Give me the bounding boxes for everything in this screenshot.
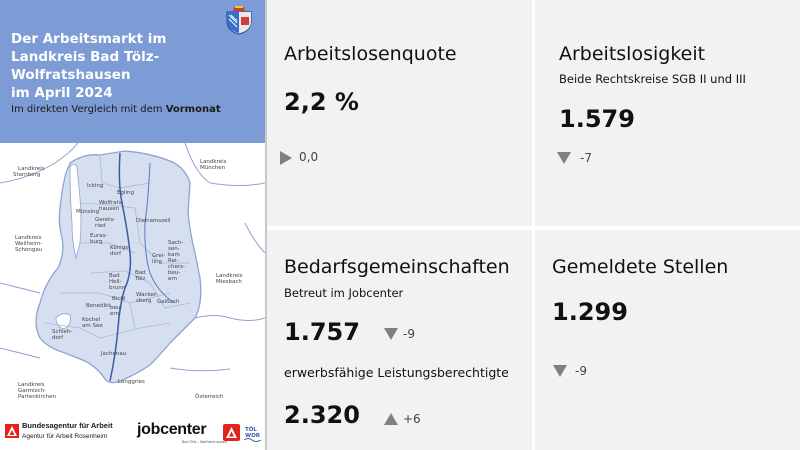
label-oesterreich: Österreich [195,393,224,400]
tile-delta: -7 [580,151,592,165]
label-wackersberg: Wacker-sberg [136,292,158,304]
tile-bedarfsgemeinschaften: Bedarfsgemeinschaften Betreut im Jobcent… [267,230,532,450]
crest-icon [226,6,252,35]
label-koenigsdorf: Königs-dorf [110,245,130,257]
footer-logos [0,415,265,450]
label-egling: Egling [117,190,134,196]
label-eurasburg: Euras-burg [90,233,107,245]
ba-agency: Agentur für Arbeit Rosenheim [22,433,108,440]
label-wolfratshausen: Wolfrats-hausen [99,200,124,212]
triangle-up-icon [384,413,398,425]
jobcenter-wordmark: jobcenter [137,421,207,438]
label-benediktbeuern-short: beu-ern [110,305,122,317]
tile-title: Arbeitslosenquote [284,43,457,65]
label-kochel: Kochel am See [82,317,103,329]
tile-value: 2,2 % [284,88,359,116]
title-line: Der Arbeitsmarkt im [11,31,167,47]
label-bichl: Bichl [112,296,126,302]
label-lk-weilheim: Landkreis Weilheim-Schongau [15,235,42,253]
label-lenggries: Lenggries [118,379,145,385]
subtitle-bold: Vormonat [165,104,221,115]
triangle-down-icon [384,328,398,340]
label-benediktbeuern: Benedikt [86,303,111,309]
label-greiling: Grei-ling [152,253,165,265]
tile-subtitle-2: erwerbsfähige Leistungsberechtigte [284,365,509,380]
tile-subtitle: Beide Rechtskreise SGB II und III [559,72,746,86]
title-line: Landkreis Bad Tölz-Wolfratshausen [11,49,160,83]
tile-value: 1.757 [284,318,360,346]
triangle-down-icon [553,365,567,377]
label-geretsried: Gerets-ried [95,217,115,229]
river-line [144,162,176,304]
tile-value-2: 2.320 [284,401,360,429]
triangle-right-icon [280,151,292,165]
label-sachsenkam: Sach-sen-kam [168,240,183,258]
label-reichersbeuern: Rei-chers-beu-ern [168,258,185,282]
tile-title: Arbeitslosigkeit [559,43,706,65]
tile-delta-2: +6 [403,412,421,426]
svg-text:WOR: WOR [245,433,261,439]
tile-delta: 0,0 [299,150,319,164]
tile-arbeitslosigkeit: Arbeitslosigkeit Beide Rechtskreise SGB … [535,0,800,226]
label-lk-garmisch: Landkreis Garmisch-Partenkirchen [18,382,56,400]
label-bad-heilbrunn: Bad Heil-brunn [109,273,126,291]
label-lk-muenchen: Landkreis München [200,159,227,171]
svg-text:TÖL: TÖL [245,426,257,433]
river-line [109,152,132,382]
title-line: im April 2024 [11,85,113,101]
tile-subtitle: Betreut im Jobcenter [284,286,404,300]
municipal-borders [44,154,191,339]
tile-delta: -9 [575,364,587,378]
label-dietramszell: Dietramszell [136,218,171,224]
tile-arbeitslosenquote: Arbeitslosenquote 2,2 % 0,0 [267,0,532,226]
subtitle-prefix: Im direkten Vergleich mit dem [11,104,166,115]
tile-gemeldete-stellen: Gemeldete Stellen 1.299 -9 [535,230,800,450]
label-icking: Icking [87,183,103,189]
toelz-wolfratshausen-logo-icon: TÖL WOR [244,426,262,442]
tile-value: 1.579 [559,105,635,133]
district-map: Landkreis Starnberg Landkreis München Land… [0,143,265,415]
tile-delta: -9 [403,327,415,341]
left-panel: Der Arbeitsmarkt im Landkreis Bad Tölz-W… [0,0,265,450]
triangle-down-icon [557,152,571,164]
divider [265,0,267,450]
neighbor-borders [0,143,265,372]
label-lk-starnberg: Landkreis Starnberg [13,166,45,178]
label-muensing: Münsing [76,209,99,215]
page-title: Der Arbeitsmarkt im Landkreis Bad Tölz-W… [11,30,246,102]
tile-title: Gemeldete Stellen [552,256,729,278]
tile-title: Bedarfsgemeinschaften [284,256,510,278]
jobcenter-logo-icon [223,424,240,441]
jobcenter-subtitle: Bad Tölz - Wolfratshausen [182,440,228,444]
header-panel: Der Arbeitsmarkt im Landkreis Bad Tölz-W… [0,0,265,143]
map-labels: Landkreis Starnberg Landkreis München Land… [13,159,243,400]
label-bad-toelz: Bad Tölz [134,270,146,282]
ba-name: Bundesagentur für Arbeit [22,421,113,430]
ba-logo-icon [5,424,19,438]
label-schlehdorf: Schleh-dorf [52,329,72,341]
tile-value: 1.299 [552,298,628,326]
label-lk-miesbach: Landkreis Miesbach [216,273,243,285]
label-gaissach: Gaißach [157,299,180,305]
comparison-subtitle: Im direkten Vergleich mit dem Vormonat [11,104,221,115]
label-jachenau: Jachenau [100,351,126,357]
